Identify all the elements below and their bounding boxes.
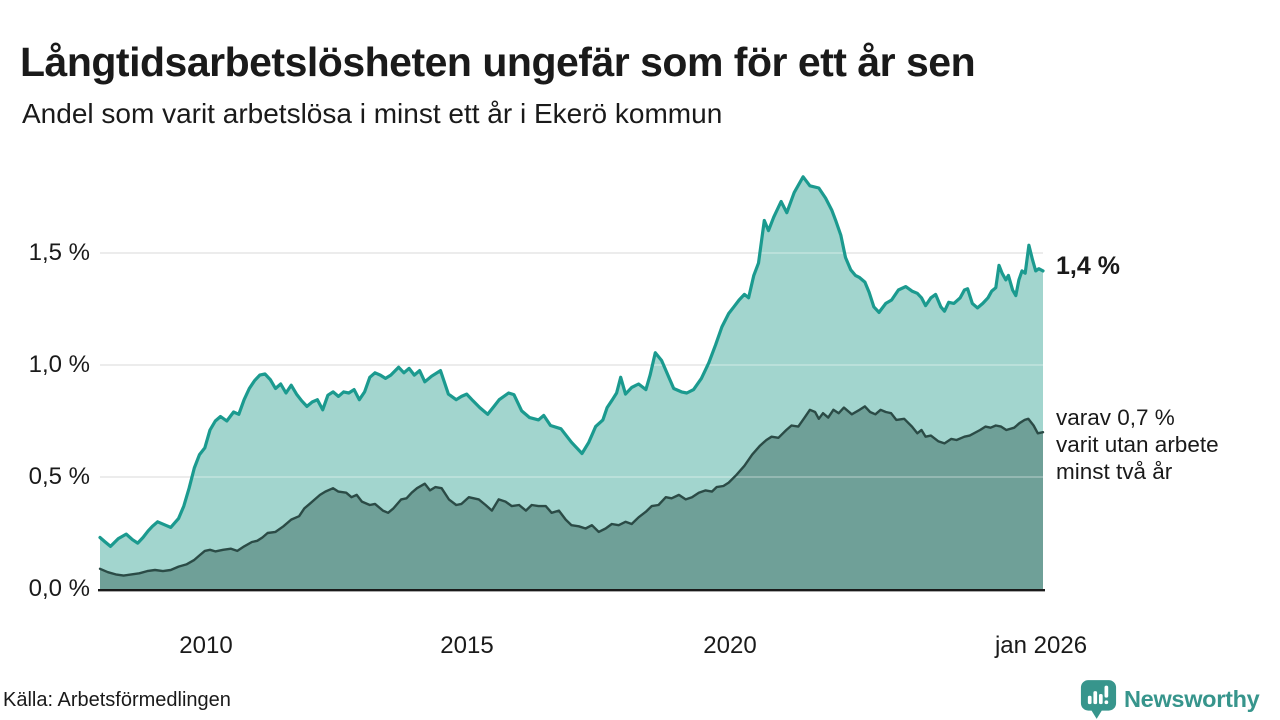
two-year-annotation-line: minst två år: [1056, 459, 1173, 484]
y-axis-tick-label: 1,5 %: [28, 239, 90, 266]
latest-total-value-label: 1,4 %: [1056, 252, 1120, 280]
newsworthy-logo-icon: [1080, 680, 1117, 719]
brand-name: Newsworthy: [1124, 686, 1260, 712]
two-year-annotation-line: varav 0,7 %: [1056, 405, 1175, 430]
x-axis-tick-label: 2020: [703, 632, 757, 659]
two-year-annotation-line: varit utan arbete: [1056, 432, 1219, 457]
y-axis-tick-label: 1,0 %: [28, 351, 90, 378]
page-title: Långtidsarbetslösheten ungefär som för e…: [20, 39, 976, 86]
x-axis-tick-label: jan 2026: [994, 632, 1088, 659]
y-axis-tick-label: 0,0 %: [28, 575, 90, 602]
brand-logo: Newsworthy: [1080, 679, 1260, 720]
source-note: Källa: Arbetsförmedlingen: [3, 689, 231, 711]
two-year-annotation: varav 0,7 % varit utan arbete minst två …: [1056, 404, 1219, 485]
x-axis-tick-label: 2010: [179, 632, 233, 659]
x-axis-tick-label: 2015: [440, 632, 494, 659]
y-axis-tick-label: 0,5 %: [28, 463, 90, 490]
page-subtitle: Andel som varit arbetslösa i minst ett å…: [22, 98, 723, 129]
